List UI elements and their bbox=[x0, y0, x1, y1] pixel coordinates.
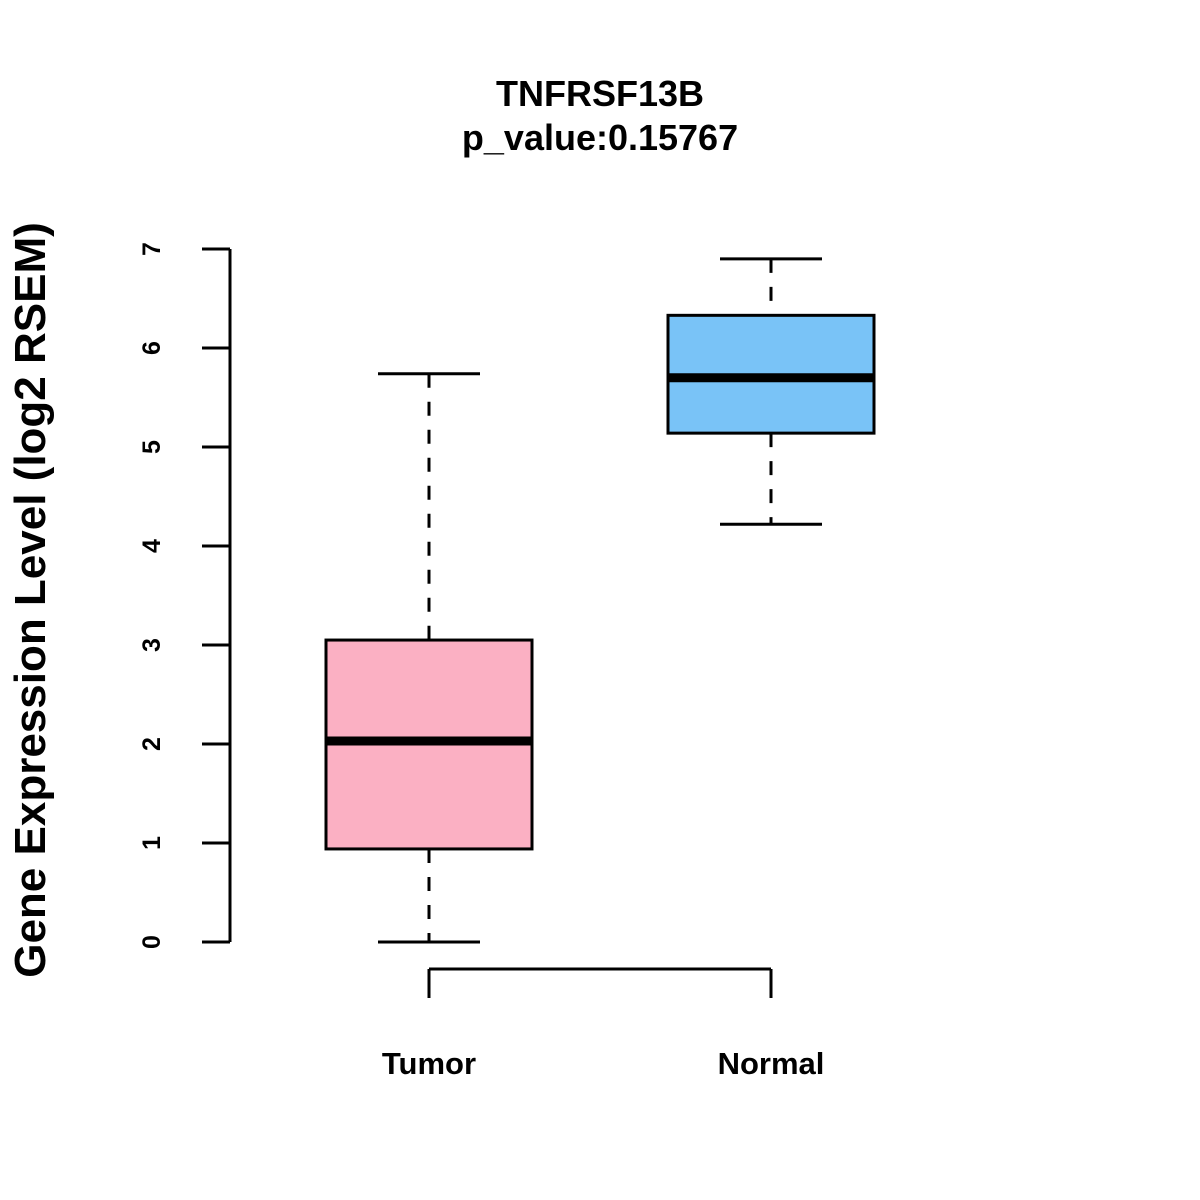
box-tumor bbox=[324, 372, 534, 944]
y-tick-label: 7 bbox=[138, 242, 166, 256]
y-tick-label: 5 bbox=[138, 440, 166, 454]
box-normal bbox=[666, 257, 876, 526]
x-tick-label-normal: Normal bbox=[718, 1046, 825, 1081]
x-axis: Tumor Normal bbox=[382, 967, 825, 1081]
y-tick-label: 6 bbox=[138, 341, 166, 355]
chart-subtitle: p_value:0.15767 bbox=[462, 117, 738, 158]
y-tick-label: 4 bbox=[138, 539, 166, 553]
y-tick-label: 1 bbox=[138, 836, 166, 850]
y-axis: 0 1 2 3 4 5 6 7 bbox=[138, 242, 232, 949]
y-tick-label: 0 bbox=[138, 935, 166, 949]
chart-title: TNFRSF13B bbox=[496, 73, 704, 114]
x-tick-label-tumor: Tumor bbox=[382, 1046, 476, 1081]
y-axis-label: Gene Expression Level (log2 RSEM) bbox=[6, 222, 55, 978]
y-tick-label: 3 bbox=[138, 638, 166, 652]
y-tick-label: 2 bbox=[138, 737, 166, 751]
boxes bbox=[324, 257, 876, 944]
